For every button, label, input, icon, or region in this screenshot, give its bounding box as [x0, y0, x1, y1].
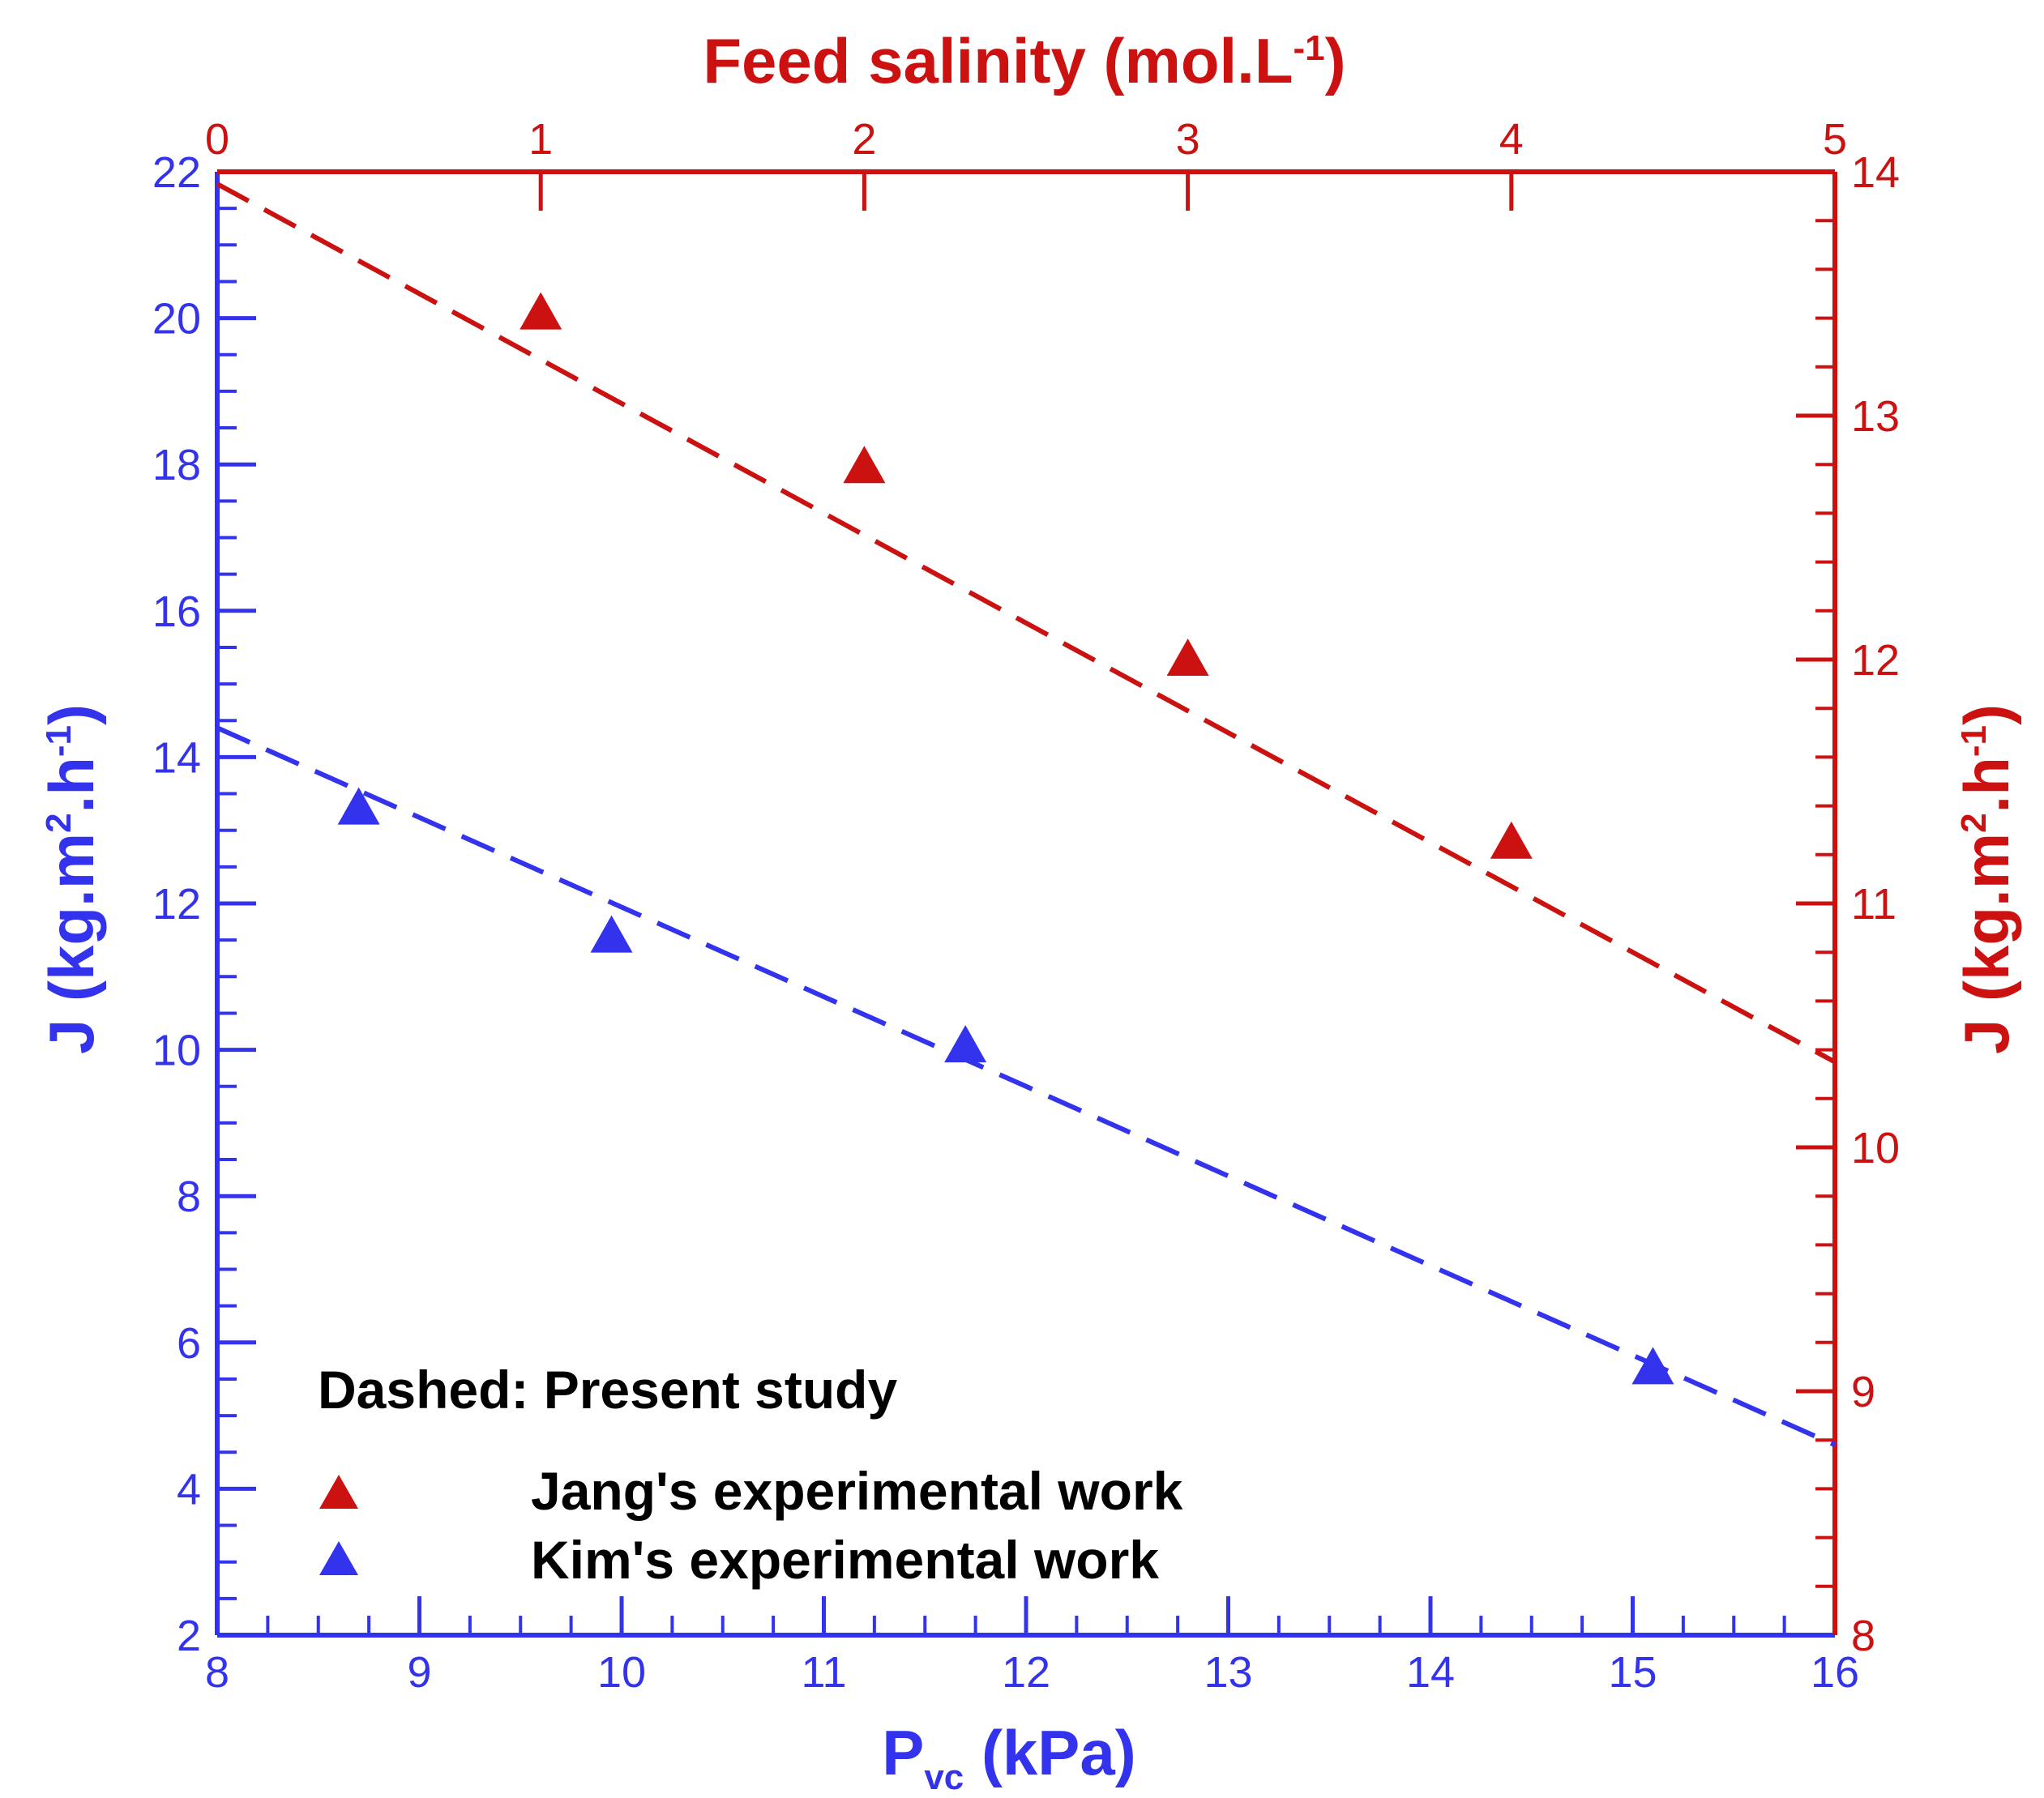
y-right-tick-label: 12: [1851, 636, 1900, 685]
x-top-tick-label: 0: [205, 115, 229, 164]
jang-data-point: [520, 292, 562, 330]
y-right-tick-label: 8: [1851, 1612, 1875, 1660]
legend-marker-kim: [319, 1541, 358, 1575]
x-top-tick-label: 5: [1823, 115, 1847, 164]
y-left-tick-label: 6: [177, 1319, 201, 1368]
x-bottom-tick-label: 10: [597, 1648, 646, 1697]
series-layer: [216, 182, 1837, 1447]
y-left-tick-label: 16: [152, 587, 201, 636]
y-left-tick-label: 18: [152, 441, 201, 489]
kim-data-point: [1631, 1347, 1674, 1385]
x-bottom-tick-label: 12: [1002, 1648, 1050, 1697]
x-bottom-tick-label: 14: [1406, 1648, 1455, 1697]
y-left-tick-label: 14: [152, 733, 201, 782]
x-bottom-tick-label: 16: [1811, 1648, 1859, 1697]
x-bottom-axis-title: Pvc (kPa): [882, 1717, 1135, 1797]
y-right-tick-label: 13: [1851, 392, 1900, 441]
y-left-tick-label: 20: [152, 295, 201, 344]
y-left-tick-label: 2: [177, 1612, 201, 1660]
x-top-axis-title: Feed salinity (mol.L-1): [703, 25, 1345, 96]
jang-data-point: [843, 446, 886, 484]
x-top-tick-label: 1: [528, 115, 553, 164]
x-bottom-tick-label: 13: [1204, 1648, 1252, 1697]
y-left-tick-label: 12: [152, 880, 201, 929]
legend-label-kim: Kim's experimental work: [531, 1530, 1159, 1590]
kim-data-point: [944, 1025, 987, 1063]
y-right-tick-label: 10: [1851, 1124, 1900, 1172]
y-left-tick-label: 8: [177, 1172, 201, 1221]
x-bottom-tick-label: 9: [407, 1648, 431, 1697]
y-left-axis-title: J (kg.m2.h-1): [36, 704, 107, 1054]
x-bottom-tick-label: 8: [205, 1648, 229, 1697]
legend: Dashed: Present study Jang's experimenta…: [318, 1360, 1183, 1590]
y-left-tick-label: 10: [152, 1027, 201, 1075]
jang-data-point: [1166, 638, 1209, 676]
x-top-tick-label: 2: [852, 115, 876, 164]
y-left-tick-label: 22: [152, 148, 201, 197]
series-line-salinity: [216, 182, 1837, 1065]
y-right-tick-label: 14: [1851, 148, 1900, 197]
x-top-tick-label: 4: [1499, 115, 1524, 164]
kim-data-point: [590, 915, 633, 953]
y-left-tick-label: 4: [177, 1465, 201, 1514]
jang-data-point: [1490, 821, 1533, 859]
x-bottom-tick-label: 11: [801, 1648, 846, 1697]
axes-layer: [215, 169, 1837, 1638]
y-right-tick-label: 9: [1851, 1368, 1875, 1416]
x-top-tick-label: 3: [1176, 115, 1200, 164]
y-right-tick-label: 11: [1851, 880, 1896, 929]
series-line-pressure: [216, 725, 1837, 1447]
kim-data-point: [337, 787, 380, 825]
legend-marker-jang: [319, 1475, 358, 1509]
legend-title: Dashed: Present study: [318, 1360, 897, 1420]
legend-label-jang: Jang's experimental work: [531, 1461, 1183, 1521]
y-right-axis-title: J (kg.m2.h-1): [1951, 704, 2022, 1054]
x-bottom-tick-label: 15: [1608, 1648, 1657, 1697]
